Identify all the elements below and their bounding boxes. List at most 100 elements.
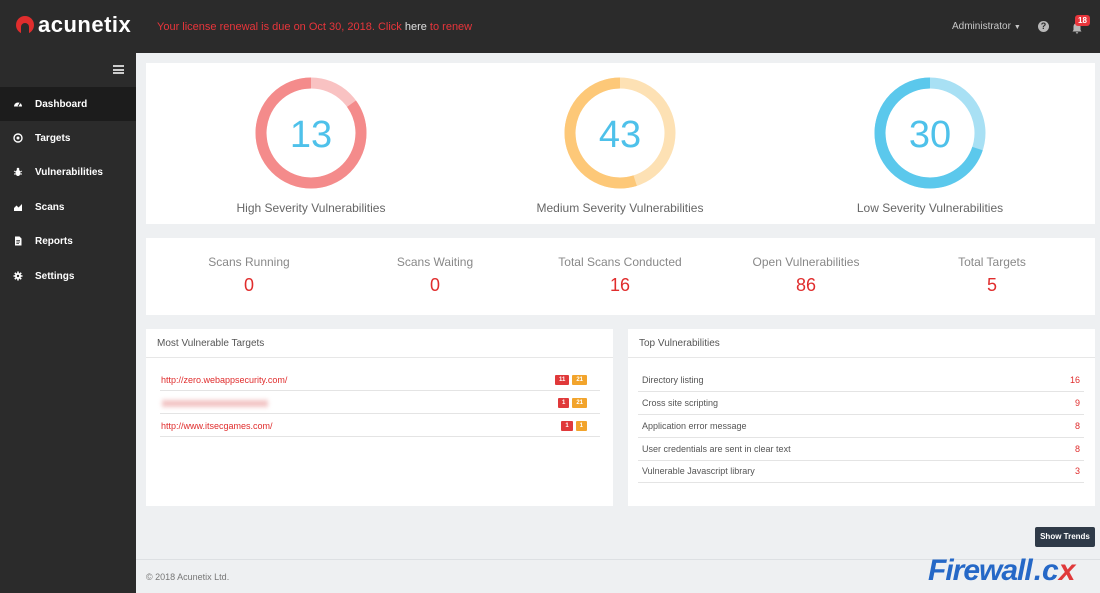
sidebar-item-scans[interactable]: Scans (0, 190, 136, 224)
top-vulnerabilities-panel: Top Vulnerabilities Directory listing 16… (628, 329, 1095, 506)
table-row[interactable]: Cross site scripting 9 (638, 392, 1084, 415)
vulnerability-name: Vulnerable Javascript library (642, 466, 755, 476)
footer-copyright: © 2018 Acunetix Ltd. (146, 572, 230, 582)
low-severity-ring: 30 (874, 77, 986, 189)
sidebar-item-reports[interactable]: Reports (0, 224, 136, 258)
table-row[interactable]: http://zero.webappsecurity.com/ 11 21 (160, 369, 600, 391)
redacted-url[interactable] (162, 400, 268, 408)
license-tail: to renew (426, 21, 473, 33)
severity-tags: 1 21 (555, 398, 587, 408)
stat-value: 16 (609, 275, 631, 295)
medium-count-badge: 21 (572, 398, 587, 408)
stat-value: 0 (243, 275, 254, 295)
stat-title: Open Vulnerabilities (752, 255, 860, 269)
table-row[interactable]: Vulnerable Javascript library 3 (638, 460, 1084, 483)
vulnerability-count: 16 (1069, 375, 1080, 385)
caret-down-icon: ▼ (1013, 24, 1021, 31)
medium-severity-count: 43 (599, 114, 641, 156)
table-row[interactable]: 1 21 (160, 392, 600, 414)
vulnerability-name: Cross site scripting (642, 398, 719, 408)
panel-title: Top Vulnerabilities (628, 329, 1095, 358)
vulnerability-name: User credentials are sent in clear text (642, 444, 791, 454)
medium-severity-widget[interactable]: 43 Medium Severity Vulnerabilities (520, 77, 720, 215)
table-row[interactable]: Directory listing 16 (638, 369, 1084, 392)
user-menu[interactable]: Administrator ▼ (952, 21, 1021, 32)
vulnerability-count: 3 (1074, 466, 1080, 476)
vulnerability-count: 8 (1074, 421, 1080, 431)
high-count-badge: 11 (554, 375, 570, 385)
watermark-main: Firewall (928, 554, 1033, 587)
acunetix-logo[interactable]: acunetix (16, 12, 131, 38)
stat-total-targets: Total Targets 5 (912, 255, 1072, 296)
table-row[interactable]: User credentials are sent in clear text … (638, 438, 1084, 461)
severity-tags: 1 1 (558, 421, 587, 431)
sidebar-item-vulnerabilities[interactable]: Vulnerabilities (0, 155, 136, 189)
medium-severity-ring: 43 (564, 77, 676, 189)
high-severity-ring: 13 (255, 77, 367, 189)
report-icon (13, 236, 23, 246)
vulnerability-name: Application error message (642, 421, 747, 431)
notification-badge: 18 (1075, 15, 1090, 26)
stat-title: Total Scans Conducted (558, 255, 682, 269)
high-count-badge: 1 (557, 398, 570, 408)
most-vulnerable-targets-panel: Most Vulnerable Targets http://zero.weba… (146, 329, 613, 506)
bug-icon (13, 167, 23, 177)
sidebar-item-targets[interactable]: Targets (0, 121, 136, 155)
low-severity-count: 30 (909, 114, 951, 156)
vulnerability-count: 8 (1074, 444, 1080, 454)
severity-tags: 11 21 (552, 375, 587, 385)
table-row[interactable]: http://www.itsecgames.com/ 1 1 (160, 415, 600, 437)
sidebar-item-dashboard[interactable]: Dashboard (0, 87, 136, 121)
logo-text: acunetix (38, 12, 132, 37)
vulnerability-name: Directory listing (642, 375, 704, 385)
target-url-link[interactable]: http://zero.webappsecurity.com/ (161, 375, 288, 385)
stat-scans-running: Scans Running 0 (169, 255, 329, 296)
severity-panel: 13 High Severity Vulnerabilities 43 Medi… (146, 63, 1095, 224)
stat-scans-waiting: Scans Waiting 0 (355, 255, 515, 296)
sidebar-item-label: Targets (35, 132, 71, 144)
license-renew-link[interactable]: here (404, 21, 427, 33)
stat-value: 5 (986, 275, 997, 295)
stat-title: Total Targets (958, 255, 1026, 269)
high-count-badge: 1 (561, 421, 573, 431)
sidebar-item-label: Settings (35, 270, 75, 282)
target-icon (13, 133, 23, 143)
sidebar-item-label: Scans (35, 201, 65, 213)
watermark-x: x (1058, 554, 1076, 587)
watermark-dot: .c (1033, 554, 1059, 587)
sidebar-item-settings[interactable]: Settings (0, 259, 136, 293)
firewall-cx-watermark: Firewall .c x (928, 556, 1075, 586)
low-severity-widget[interactable]: 30 Low Severity Vulnerabilities (830, 77, 1030, 215)
help-icon[interactable]: ? (1038, 21, 1049, 32)
medium-count-badge: 1 (575, 421, 587, 431)
high-severity-count: 13 (290, 114, 332, 156)
table-row[interactable]: Application error message 8 (638, 415, 1084, 438)
top-bar: acunetix Your license renewal is due on … (0, 0, 1100, 53)
stat-title: Scans Waiting (396, 255, 474, 269)
gear-icon (13, 271, 23, 281)
target-url-link[interactable]: http://www.itsecgames.com/ (161, 421, 273, 431)
low-severity-label: Low Severity Vulnerabilities (856, 201, 1004, 215)
sidebar-toggle-icon[interactable] (113, 65, 124, 74)
high-severity-widget[interactable]: 13 High Severity Vulnerabilities (211, 77, 411, 215)
scans-chart-icon (13, 202, 23, 212)
panel-title: Most Vulnerable Targets (146, 329, 613, 358)
sidebar: Dashboard Targets Vulnerabilities Scans … (0, 53, 136, 593)
license-text: Your license renewal is due on Oct 30, 2… (157, 21, 405, 33)
show-trends-button[interactable]: Show Trends (1035, 527, 1095, 547)
stat-open-vulnerabilities: Open Vulnerabilities 86 (726, 255, 886, 296)
sidebar-item-label: Dashboard (35, 98, 88, 110)
vulnerability-count: 9 (1074, 398, 1080, 408)
footer-divider (136, 559, 1100, 560)
logo-mark-icon (16, 16, 34, 34)
user-menu-label: Administrator (952, 21, 1011, 32)
stat-total-scans: Total Scans Conducted 16 (540, 255, 700, 296)
sidebar-item-label: Reports (35, 235, 73, 247)
dashboard-icon (13, 99, 23, 109)
medium-count-badge: 21 (572, 375, 587, 385)
stat-value: 0 (429, 275, 440, 295)
stat-value: 86 (795, 275, 817, 295)
license-notice: Your license renewal is due on Oct 30, 2… (157, 21, 472, 33)
high-severity-label: High Severity Vulnerabilities (236, 201, 386, 215)
sidebar-item-label: Vulnerabilities (35, 166, 103, 178)
